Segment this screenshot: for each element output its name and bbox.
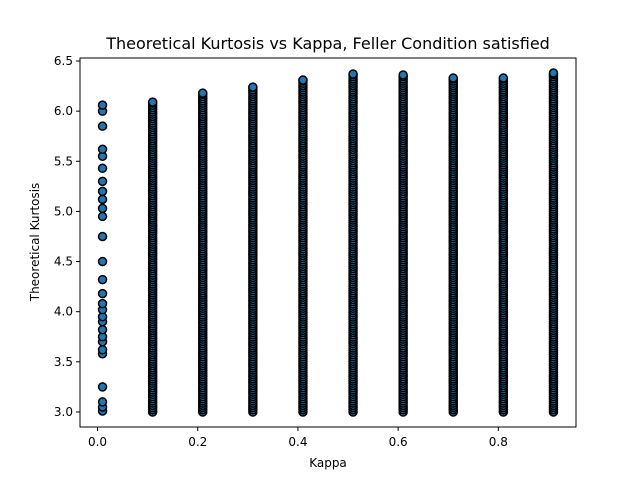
scatter-point — [97, 176, 108, 187]
y-axis-ticks: 3.0 3.5 4.0 4.5 5.0 5.5 6.0 6.5 — [54, 54, 80, 419]
scatter-point — [398, 70, 408, 80]
scatter-point — [97, 345, 108, 355]
y-tick-label: 5.5 — [54, 154, 73, 168]
scatter-point — [97, 298, 108, 309]
y-axis-label: Theoretical Kurtosis — [28, 183, 42, 303]
scatter-point — [97, 203, 108, 214]
scatter-point — [97, 194, 108, 205]
scatter-point — [348, 69, 358, 79]
scatter-point — [97, 211, 108, 222]
scatter-point — [298, 75, 308, 85]
y-tick-label: 3.5 — [54, 355, 73, 369]
x-tick-label: 0.4 — [288, 435, 307, 449]
scatter-point — [97, 397, 108, 407]
scatter-point — [197, 88, 208, 98]
scatter-point — [97, 121, 108, 131]
scatter-point — [97, 163, 108, 174]
scatter-point — [498, 73, 509, 83]
scatter-point — [448, 73, 459, 83]
x-tick-label: 0.8 — [489, 435, 508, 449]
scatter-point — [97, 274, 108, 285]
scatter-point — [97, 324, 108, 335]
scatter-point — [97, 186, 108, 197]
scatter-point — [97, 256, 108, 267]
x-tick-label: 0.2 — [188, 435, 207, 449]
x-axis-ticks: 0.0 0.2 0.4 0.6 0.8 — [88, 427, 508, 449]
data-points — [97, 68, 559, 417]
x-axis-label: Kappa — [309, 456, 347, 470]
scatter-point — [147, 97, 158, 107]
scatter-point — [548, 68, 559, 78]
chart-title: Theoretical Kurtosis vs Kappa, Feller Co… — [105, 34, 550, 53]
y-tick-label: 6.5 — [54, 54, 73, 68]
scatter-point — [248, 82, 258, 92]
y-tick-label: 5.0 — [54, 204, 73, 218]
y-tick-label: 4.5 — [54, 255, 73, 269]
x-tick-label: 0.6 — [389, 435, 408, 449]
plot-frame — [79, 57, 577, 428]
y-tick-label: 4.0 — [54, 305, 73, 319]
y-tick-label: 6.0 — [54, 104, 73, 118]
x-tick-label: 0.0 — [88, 435, 107, 449]
scatter-point — [97, 100, 108, 110]
scatter-point — [97, 144, 108, 154]
y-tick-label: 3.0 — [54, 405, 73, 419]
scatter-point — [97, 231, 108, 242]
scatter-point — [97, 288, 108, 299]
scatter-point — [97, 382, 108, 392]
